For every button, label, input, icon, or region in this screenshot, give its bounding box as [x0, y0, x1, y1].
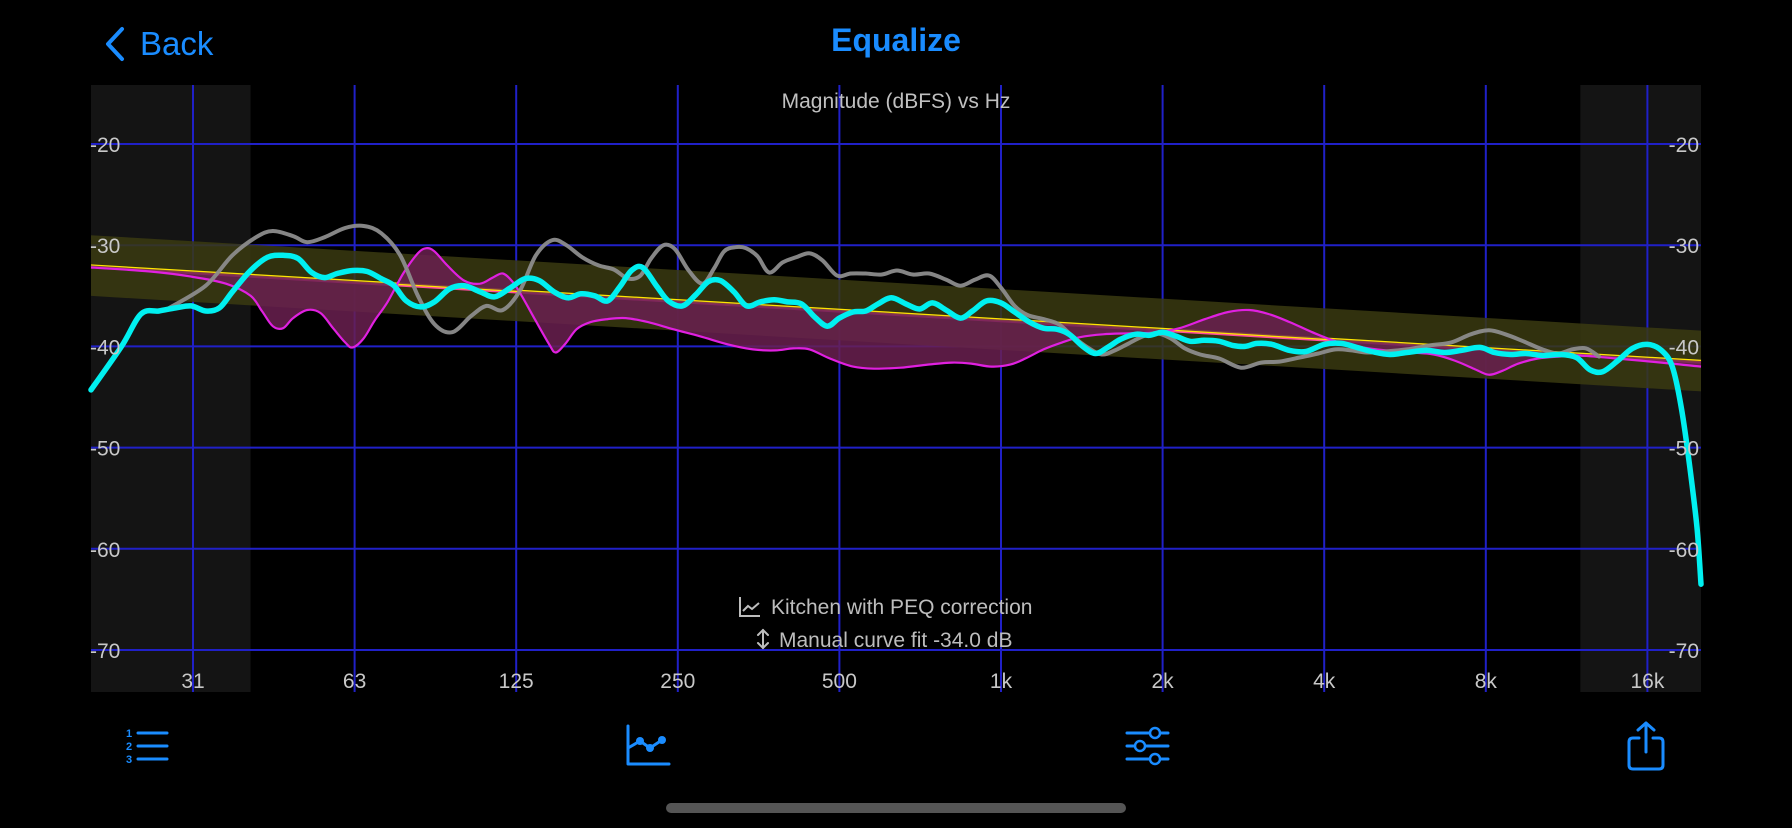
- legend-measurement-label: Kitchen with PEQ correction: [771, 596, 1032, 619]
- up-down-arrow-icon: [757, 628, 769, 650]
- x-tick-label: 16k: [1630, 670, 1664, 693]
- share-icon: [1627, 721, 1665, 771]
- y-tick-label-right: -20: [1669, 134, 1699, 157]
- svg-text:3: 3: [126, 754, 132, 766]
- back-label: Back: [140, 25, 214, 62]
- y-tick-label-right: -60: [1669, 539, 1699, 562]
- legend-curve-fit[interactable]: Manual curve fit -34.0 dB: [757, 628, 1012, 652]
- chevron-left-icon: [106, 27, 124, 61]
- y-tick-label-right: -70: [1669, 640, 1699, 663]
- svg-text:1: 1: [126, 728, 132, 740]
- y-tick-label-right: -40: [1669, 336, 1699, 359]
- x-tick-label: 31: [181, 670, 204, 693]
- measurement-curves: [88, 223, 1704, 587]
- x-tick-label: 63: [343, 670, 366, 693]
- sliders-icon: [1125, 726, 1170, 766]
- x-tick-label: 500: [822, 670, 857, 693]
- legend-measurement[interactable]: Kitchen with PEQ correction: [739, 596, 1032, 619]
- chart-title: Magnitude (dBFS) vs Hz: [782, 90, 1011, 113]
- page-title: Equalize: [831, 22, 961, 58]
- settings-button[interactable]: [1118, 718, 1178, 774]
- y-tick-label-left: -20: [90, 134, 120, 157]
- x-tick-label: 1k: [990, 670, 1013, 693]
- low-freq-shaded-region: [91, 85, 251, 692]
- back-button[interactable]: Back: [104, 20, 213, 68]
- y-tick-label-left: -70: [90, 640, 120, 663]
- y-tick-label-right: -30: [1669, 235, 1699, 258]
- plot-area: [91, 85, 1701, 692]
- chart-background: [91, 85, 1701, 692]
- measured-response-curve: [165, 223, 1601, 370]
- legend-curve-fit-label: Manual curve fit -34.0 dB: [779, 629, 1012, 652]
- corrected-response-curve: [88, 252, 1704, 587]
- x-tick-label: 250: [660, 670, 695, 693]
- x-tick-label: 8k: [1475, 670, 1498, 693]
- y-tick-label-left: -50: [90, 438, 120, 461]
- x-tick-label: 2k: [1152, 670, 1175, 693]
- chart-view-button[interactable]: [618, 718, 678, 774]
- home-indicator[interactable]: [666, 803, 1126, 813]
- axis-labels: -20 -20 -30 -30 -40 -40 -50 -50 -60 -60 -70 -70 31 63…: [90, 134, 1699, 693]
- x-tick-label: 4k: [1313, 670, 1336, 693]
- eq-filter-fill: [91, 248, 1701, 375]
- svg-text:2: 2: [126, 741, 132, 753]
- y-tick-label-right: -50: [1669, 438, 1699, 461]
- y-tick-label-left: -30: [90, 235, 120, 258]
- share-button[interactable]: [1616, 718, 1676, 774]
- line-chart-icon: [739, 597, 760, 617]
- numbered-list-icon: 123: [126, 728, 169, 766]
- line-chart-icon: [626, 724, 671, 766]
- x-tick-label: 125: [499, 670, 534, 693]
- y-tick-label-left: -60: [90, 539, 120, 562]
- y-tick-label-left: -40: [90, 336, 120, 359]
